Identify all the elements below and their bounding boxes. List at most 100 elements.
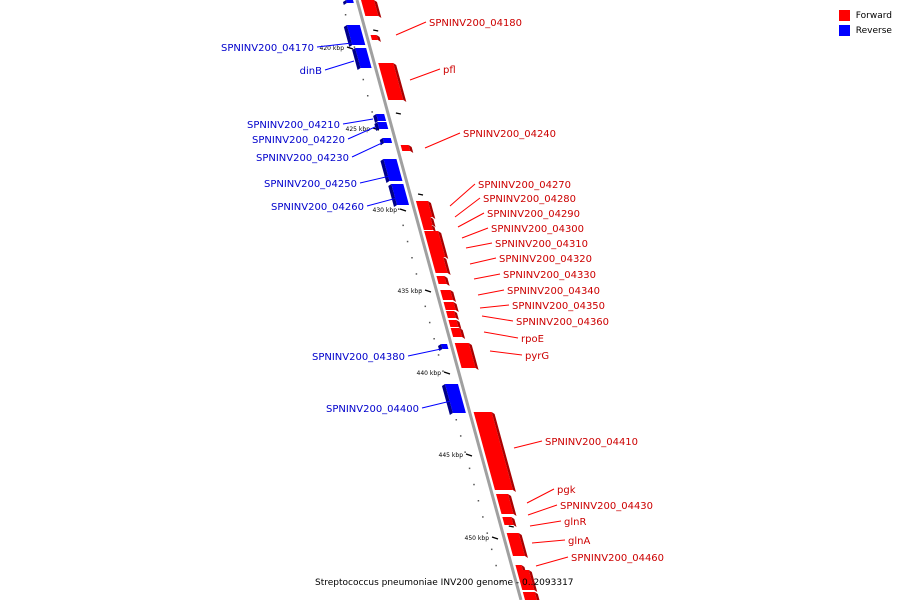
gene-block-forward: [450, 328, 466, 339]
gene-block-reverse: [388, 184, 410, 207]
scale-dot: [442, 370, 444, 372]
leader-line: [531, 539, 566, 544]
gene-label-reverse: SPNINV200_04400: [326, 404, 419, 415]
leader-line: [351, 142, 383, 158]
scale-minor-tick: [395, 112, 402, 115]
scale-label: 445 kbp: [439, 452, 464, 459]
gene-block-forward: [361, 0, 382, 18]
leader-line: [526, 488, 555, 504]
gene-block-reverse: [438, 344, 449, 351]
gene-block-reverse: [441, 384, 466, 415]
gene-label-forward: SPNINV200_04270: [478, 180, 571, 191]
leader-line: [324, 60, 355, 71]
gene-block-forward: [522, 592, 540, 600]
gene-block-forward: [424, 231, 449, 259]
scale-dot: [420, 289, 422, 291]
scale-dot: [468, 467, 471, 470]
gene-label-forward: SPNINV200_04180: [429, 18, 522, 29]
gene-label-reverse: SPNINV200_04230: [256, 153, 349, 164]
leader-line: [424, 132, 461, 149]
scale-dot: [371, 111, 373, 113]
gene-block-forward: [516, 570, 538, 592]
gene-label-forward: pgk: [557, 485, 576, 496]
gene-block-reverse: [352, 48, 372, 70]
gene-block-reverse: [343, 0, 354, 5]
gene-label-forward: SPNINV200_04320: [499, 254, 592, 265]
gene-block-forward: [448, 320, 462, 329]
leader-line: [489, 350, 523, 356]
gene-label-forward: SPNINV200_04430: [560, 501, 653, 512]
scale-dot: [402, 224, 404, 227]
scale-label: 430 kbp: [373, 207, 398, 214]
scale-tick: [491, 536, 499, 540]
gene-block-forward: [436, 276, 450, 286]
leader-line: [527, 504, 558, 516]
gene-label-forward: SPNINV200_04410: [545, 437, 638, 448]
gene-block-forward: [378, 63, 407, 102]
scale-dot: [482, 516, 484, 518]
leader-line: [513, 440, 543, 449]
gene-label-forward: pfl: [443, 65, 456, 76]
gene-label-reverse: dinB: [300, 66, 322, 77]
gene-block-forward: [370, 35, 381, 42]
scale-dot: [499, 581, 502, 583]
scale-dot: [406, 240, 409, 243]
leader-line: [359, 175, 391, 184]
scale-dot: [464, 451, 466, 453]
scale-dot: [455, 419, 458, 421]
gene-label-reverse: SPNINV200_04170: [221, 43, 314, 54]
leader-line: [483, 331, 519, 339]
gene-label-forward: glnA: [568, 536, 590, 547]
gene-block-forward: [443, 302, 459, 312]
gene-block-reverse: [373, 114, 387, 123]
scale-minor-tick: [417, 193, 424, 196]
scale-tick: [346, 46, 354, 50]
gene-block-reverse: [374, 122, 389, 131]
legend-forward-label: Forward: [855, 10, 892, 21]
gene-label-reverse: SPNINV200_04220: [252, 135, 345, 146]
scale-tick: [443, 371, 451, 375]
scale-label: 425 kbp: [346, 126, 371, 133]
gene-label-reverse: SPNINV200_04380: [312, 352, 405, 363]
leader-line: [407, 348, 442, 357]
leader-line: [449, 183, 476, 207]
legend-reverse: Reverse: [838, 23, 892, 38]
gene-label-forward: pyrG: [525, 351, 549, 362]
gene-label-forward: rpoE: [521, 334, 544, 345]
gene-block-forward: [454, 343, 479, 370]
scale-dot: [437, 354, 440, 356]
leader-line: [529, 520, 562, 527]
scale-dot: [353, 46, 356, 48]
leader-line: [409, 68, 441, 81]
gene-block-reverse: [380, 159, 403, 183]
gene-label-reverse: SPNINV200_04260: [271, 202, 364, 213]
leader-line: [457, 212, 485, 228]
gene-block-forward: [440, 290, 456, 302]
scale-tick: [465, 453, 473, 457]
scale-tick: [399, 208, 407, 212]
gene-block-forward: [502, 517, 517, 527]
scale-label: 450 kbp: [465, 535, 490, 542]
gene-block-forward: [415, 201, 436, 219]
scale-dot: [459, 435, 462, 437]
forward-swatch: [838, 10, 850, 21]
scale-label: 440 kbp: [417, 370, 442, 377]
scale-dot: [428, 321, 431, 324]
gene-label-forward: SPNINV200_04340: [507, 286, 600, 297]
scale-label: 420 kbp: [320, 45, 345, 52]
scale-dot: [490, 548, 493, 551]
gene-label-forward: SPNINV200_04290: [487, 209, 580, 220]
leader-line: [395, 21, 427, 36]
scale-dot: [424, 305, 427, 308]
leader-line: [461, 227, 489, 239]
leader-line: [479, 304, 510, 309]
leader-line: [465, 242, 493, 249]
leader-line: [454, 197, 481, 218]
scale-dot: [486, 532, 489, 534]
gene-label-reverse: SPNINV200_04210: [247, 120, 340, 131]
scale-dot: [362, 78, 365, 81]
scale-dot: [433, 338, 435, 340]
gene-label-forward: SPNINV200_04280: [483, 194, 576, 205]
scale-dot: [366, 95, 369, 97]
